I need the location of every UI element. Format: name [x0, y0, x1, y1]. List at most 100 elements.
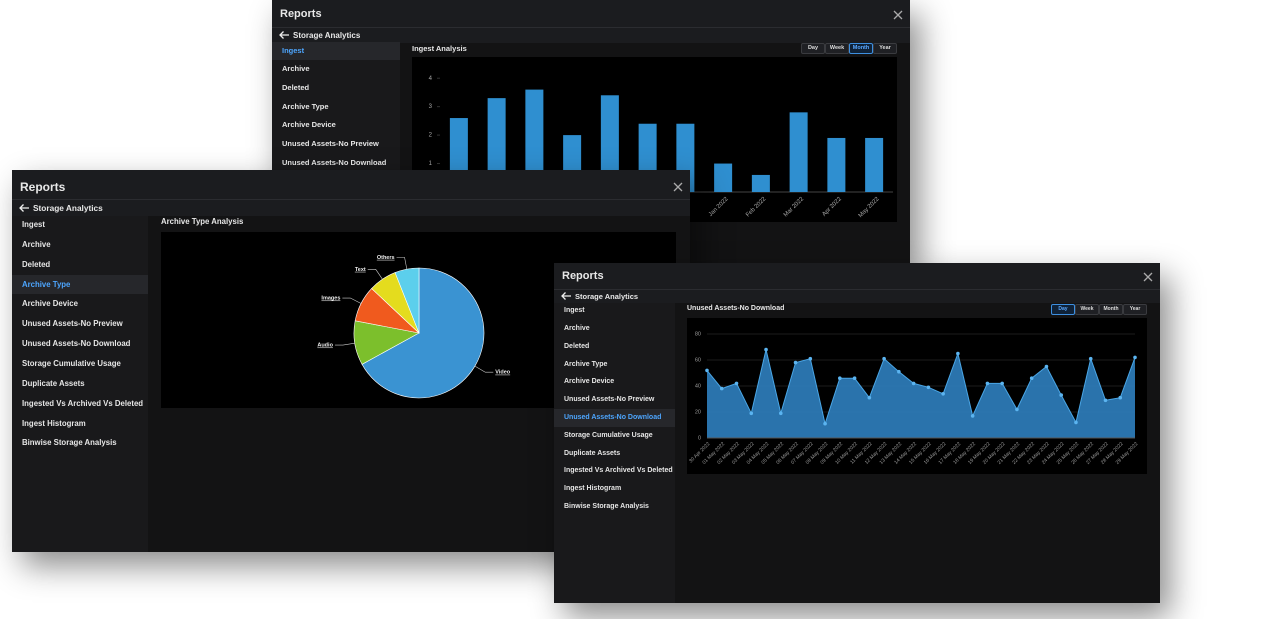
menu-item[interactable]: Ingested Vs Archived Vs Deleted — [22, 398, 144, 408]
chart-title: Archive Type Analysis — [161, 217, 244, 227]
close-icon — [1143, 272, 1153, 282]
data-point — [1074, 420, 1078, 425]
bar — [600, 95, 619, 192]
menu-item[interactable]: Storage Cumulative Usage — [22, 359, 121, 369]
slice-label: Video — [495, 370, 511, 376]
data-point — [764, 347, 768, 352]
period-button[interactable]: Week — [825, 43, 849, 54]
period-button[interactable]: Day — [1051, 304, 1075, 315]
period-button[interactable]: Year — [1123, 304, 1147, 315]
menu-item[interactable]: Deleted — [22, 259, 51, 269]
x-tick-label: May 2022 — [858, 196, 881, 219]
menu-item[interactable]: Archive — [564, 324, 590, 332]
data-point — [956, 351, 960, 356]
bar — [714, 163, 733, 192]
menu-item[interactable]: Duplicate Assets — [564, 449, 621, 457]
data-point — [926, 385, 931, 390]
menu-item[interactable]: Duplicate Assets — [22, 378, 85, 388]
data-point — [719, 386, 724, 391]
y-tick-label: 1 — [429, 161, 433, 167]
arrow-icon — [279, 31, 289, 39]
menu-item[interactable]: Archive — [282, 64, 310, 74]
menu-item[interactable]: Deleted — [564, 342, 590, 350]
data-point — [1059, 393, 1064, 397]
window-title: Reports — [20, 179, 66, 194]
close-button[interactable] — [672, 181, 684, 193]
menu-item[interactable]: Ingest — [564, 307, 585, 315]
back-label: Storage Analytics — [293, 30, 361, 40]
period-button[interactable]: Year — [873, 43, 897, 54]
data-point — [867, 395, 872, 400]
leader-line — [396, 257, 408, 270]
close-button[interactable] — [892, 9, 904, 21]
report-window: Reports Storage Analytics Ingest Archive Del… — [554, 263, 1160, 603]
menu-item[interactable]: Storage Cumulative Usage — [564, 431, 653, 439]
period-button[interactable]: Day — [801, 43, 825, 54]
menu-item[interactable]: Unused Assets-No Preview — [22, 319, 123, 329]
bar — [487, 98, 506, 192]
menu-item[interactable]: Ingested Vs Archived Vs Deleted — [564, 467, 673, 475]
data-point — [1029, 376, 1034, 380]
menu-item[interactable]: Archive — [22, 239, 51, 249]
bar — [525, 89, 544, 192]
menu-item[interactable]: Archive Device — [22, 299, 78, 309]
menu-item[interactable]: Ingest — [22, 220, 45, 230]
period-button[interactable]: Month — [849, 43, 873, 54]
data-point — [1103, 398, 1108, 403]
data-point — [749, 411, 754, 416]
data-point — [911, 381, 916, 386]
sidebar: Ingest Archive Deleted Archive Type Archive … — [554, 303, 675, 603]
x-tick-label: Apr 2022 — [821, 196, 843, 218]
y-tick-label: 0 — [698, 435, 701, 441]
y-tick-label: 40 — [695, 383, 701, 389]
period-button[interactable]: Month — [1099, 304, 1123, 315]
menu-item[interactable]: Unused Assets-No Download — [554, 408, 675, 427]
menu-item[interactable]: Deleted — [282, 83, 310, 93]
data-point — [705, 368, 709, 373]
x-tick-label: Mar 2022 — [783, 196, 806, 219]
data-point — [838, 376, 842, 380]
menu-item[interactable]: Archive Type — [282, 101, 329, 111]
area-line — [706, 349, 1136, 426]
menu-item[interactable]: Unused Assets-No Download — [22, 339, 131, 349]
pie-slice — [361, 267, 485, 399]
area — [707, 349, 1135, 438]
y-tick-label: 4 — [429, 76, 433, 82]
close-button[interactable] — [1142, 271, 1154, 283]
leader-line — [474, 365, 494, 373]
menu-item[interactable]: Unused Assets-No Preview — [282, 139, 379, 149]
data-point — [808, 356, 813, 361]
back-arrow[interactable] — [560, 291, 572, 301]
data-point — [1118, 395, 1123, 400]
data-point — [1133, 355, 1137, 360]
data-point — [852, 376, 857, 380]
data-point — [1015, 407, 1019, 412]
menu-item[interactable]: Ingest Histogram — [564, 485, 622, 493]
menu-item[interactable]: Ingest Histogram — [22, 418, 86, 428]
menu-item[interactable]: Unused Assets-No Download — [282, 157, 387, 167]
menu-item[interactable]: Archive Type — [12, 274, 148, 295]
menu-item[interactable]: Archive Device — [564, 378, 615, 386]
menu-item[interactable]: Archive Type — [564, 360, 608, 368]
data-point — [970, 414, 975, 418]
menu-item[interactable]: Binwise Storage Analysis — [22, 438, 117, 448]
back-label: Storage Analytics — [575, 291, 639, 301]
period-button[interactable]: Week — [1075, 304, 1099, 315]
menu-item[interactable]: Unused Assets-No Preview — [564, 396, 655, 404]
back-label: Storage Analytics — [33, 203, 103, 214]
menu-item[interactable]: Archive Device — [282, 120, 336, 130]
menu-item[interactable]: Ingest — [272, 41, 400, 61]
close-icon — [893, 10, 903, 20]
menu-item[interactable]: Binwise Storage Analysis — [564, 502, 649, 510]
back-arrow[interactable] — [18, 203, 30, 213]
slice-label: Images — [321, 295, 340, 301]
sidebar: Ingest Archive Deleted Archive Type Archive … — [12, 216, 148, 552]
leader-line — [342, 297, 362, 304]
data-point — [734, 381, 739, 386]
data-point — [1044, 364, 1049, 369]
data-point — [1000, 381, 1004, 386]
data-point — [823, 421, 827, 426]
back-arrow[interactable] — [278, 30, 290, 40]
data-point — [1088, 356, 1093, 361]
